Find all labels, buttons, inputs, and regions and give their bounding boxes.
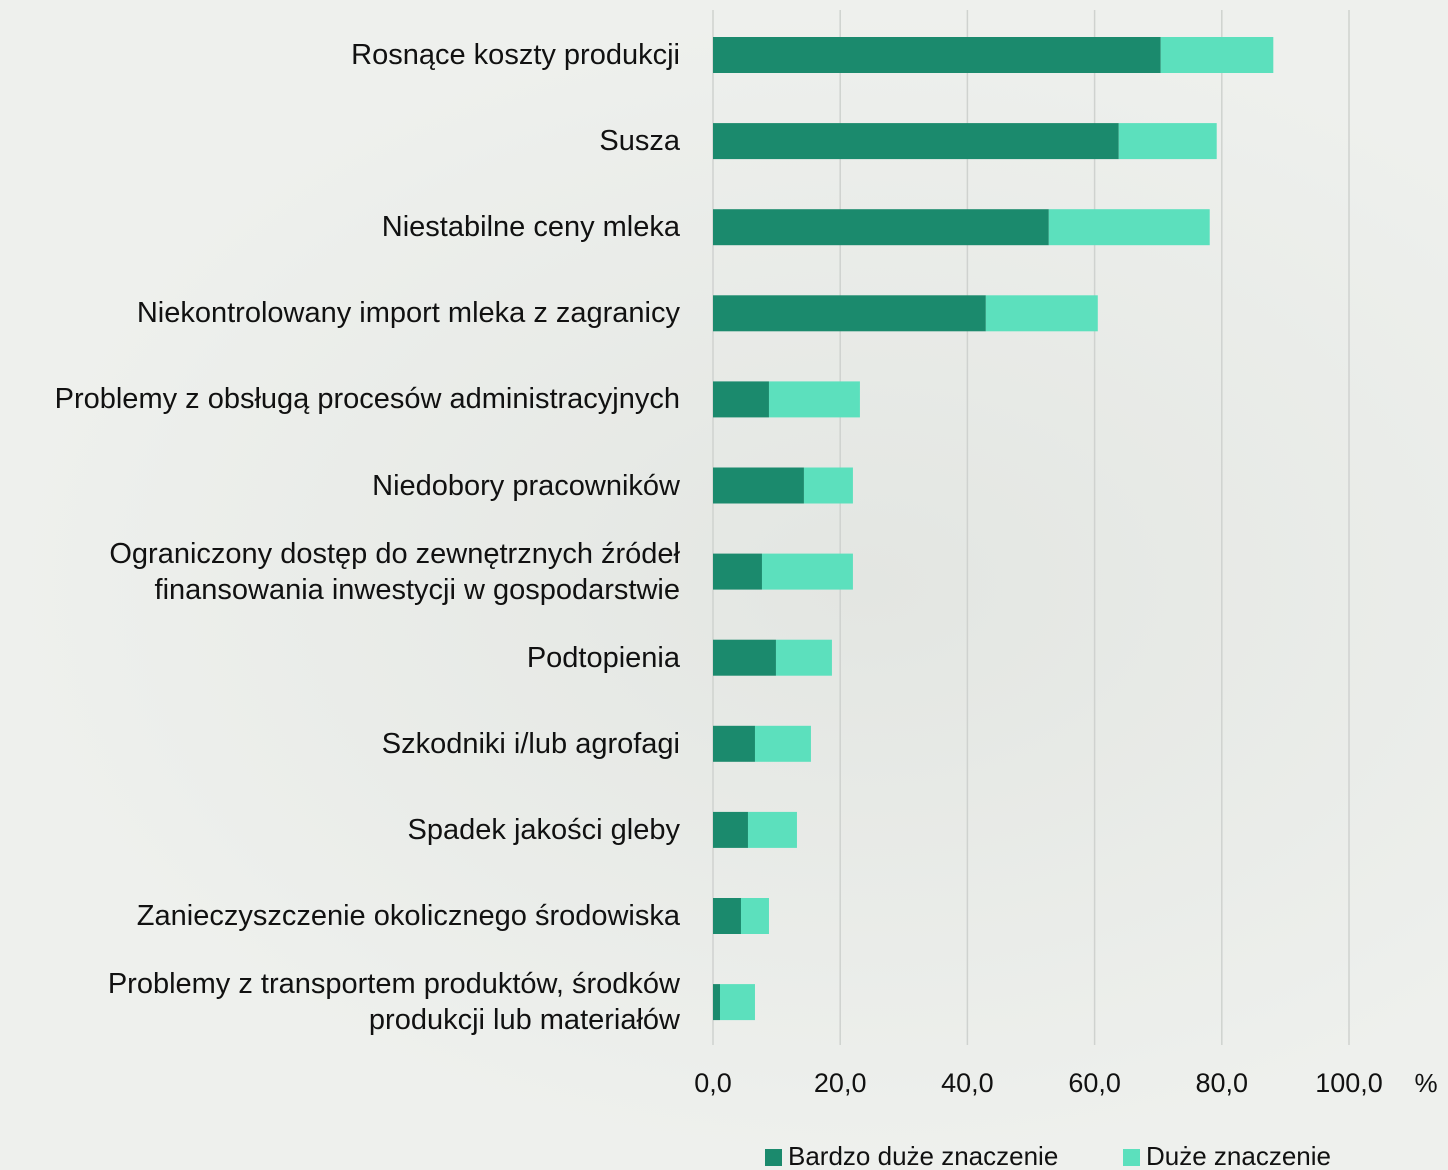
x-tick-label: 0,0 — [694, 1068, 732, 1098]
category-label: Problemy z transportem produktów, środkó… — [107, 968, 680, 1037]
bar-segment — [740, 898, 769, 934]
bar-segment — [747, 811, 797, 848]
x-tick-label: 80,0 — [1196, 1068, 1249, 1098]
bar-segment — [713, 639, 776, 676]
bar-segment — [775, 639, 832, 676]
bar-segment — [713, 209, 1049, 246]
legend-label: Bardzo duże znaczenie — [788, 1141, 1058, 1170]
bar-segment — [768, 381, 860, 418]
category-label: Spadek jakości gleby — [407, 813, 680, 846]
category-label: Szkodniki i/lub agrofagi — [381, 727, 680, 760]
bar-segment — [713, 725, 755, 762]
category-label: Susza — [599, 125, 680, 158]
bar-segment — [713, 811, 748, 848]
bar-segment — [713, 37, 1161, 73]
category-label: Niestabilne ceny mleka — [381, 211, 680, 244]
category-label: Problemy z obsługą procesów administracy… — [54, 383, 680, 416]
x-tick-label: 60,0 — [1068, 1068, 1121, 1098]
category-label: Ograniczony dostęp do zewnętrznych źróde… — [109, 537, 680, 606]
legend-swatch — [765, 1149, 782, 1166]
x-tick-label: 20,0 — [814, 1068, 867, 1098]
category-label: Niedobory pracowników — [372, 469, 680, 502]
x-axis-label: % — [1414, 1068, 1437, 1098]
x-tick-label: 40,0 — [941, 1068, 994, 1098]
bar-segment — [713, 898, 741, 934]
bar-segment — [713, 984, 720, 1021]
legend-swatch — [1123, 1149, 1140, 1166]
bar-segment — [713, 467, 804, 504]
category-label: Zanieczyszczenie okolicznego środowiska — [136, 900, 680, 932]
bar-segment — [713, 381, 769, 418]
bar-segment — [761, 553, 853, 590]
x-tick-label: 100,0 — [1315, 1068, 1383, 1098]
bar-segment — [754, 725, 811, 762]
bar-segment — [803, 467, 853, 504]
category-label: Niekontrolowany import mleka z zagranicy — [136, 297, 680, 330]
bar-segment — [1118, 123, 1217, 160]
bar-segment — [713, 295, 986, 332]
bar-segment — [719, 984, 755, 1021]
bar-segment — [713, 553, 762, 590]
bar-segment — [1160, 37, 1274, 73]
category-label: Podtopienia — [526, 641, 680, 674]
bar-segment — [985, 295, 1098, 332]
category-label: Rosnące koszty produkcji — [351, 39, 680, 71]
bar-segment — [713, 123, 1119, 160]
bar-segment — [1048, 209, 1210, 246]
legend-label: Duże znaczenie — [1146, 1141, 1331, 1170]
